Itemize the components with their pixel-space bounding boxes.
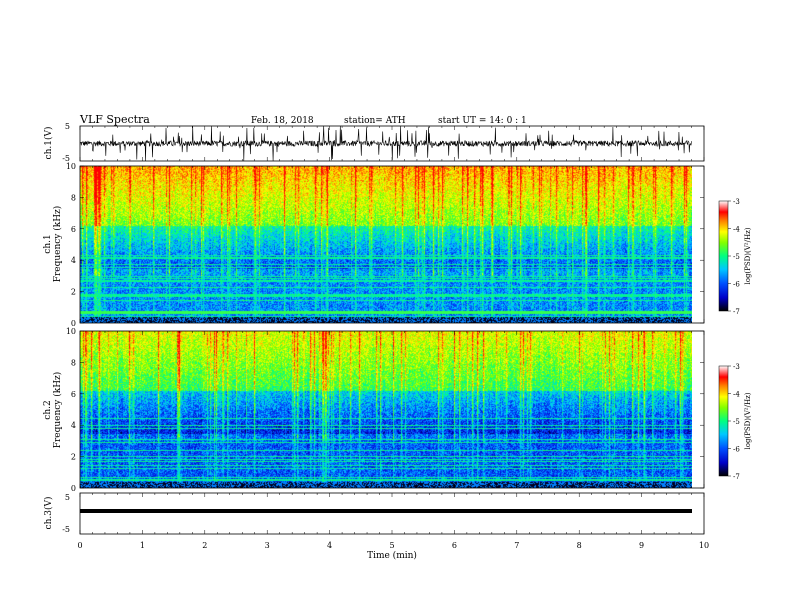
freq-tick-label: 10 bbox=[66, 162, 76, 171]
ch1-spec-yticks: 0 2 4 6 8 10 bbox=[66, 162, 704, 328]
freq-tick-label: 2 bbox=[71, 288, 76, 297]
start-time-label: start UT = 14: 0 : 1 bbox=[438, 116, 527, 126]
time-tick-label: 5 bbox=[389, 541, 394, 550]
time-tick-label: 3 bbox=[265, 541, 270, 550]
freq-tick-label: 2 bbox=[71, 453, 76, 462]
ch2-spectrogram bbox=[80, 331, 692, 488]
time-tick-label: 8 bbox=[577, 541, 582, 550]
colorbar-tick-label: -5 bbox=[733, 418, 740, 426]
colorbar-tick-label: -4 bbox=[733, 226, 740, 234]
freq-tick-label: 6 bbox=[71, 390, 76, 399]
freq-tick-label: 8 bbox=[71, 358, 76, 367]
ch1-ytick-top: 5 bbox=[65, 122, 70, 131]
ch3-ytick-bottom: -5 bbox=[62, 525, 70, 534]
ch1-spec-ylabel-channel: ch.1 bbox=[43, 234, 53, 253]
time-tick-label: 2 bbox=[202, 541, 207, 550]
time-tick-label: 6 bbox=[452, 541, 457, 550]
time-tick-label: 9 bbox=[639, 541, 644, 550]
freq-tick-label: 0 bbox=[71, 484, 76, 493]
colorbar-tick-label: -7 bbox=[733, 473, 740, 481]
time-tick-label: 10 bbox=[699, 541, 709, 550]
colorbar-tick-label: -6 bbox=[733, 446, 740, 454]
ch1-voltage-ylabel: ch.1(V) bbox=[43, 127, 54, 160]
ch1-ytick-bottom: -5 bbox=[62, 154, 70, 163]
time-axis-tick-labels: 0 1 2 3 4 5 6 7 8 9 10 bbox=[77, 541, 709, 550]
freq-tick-label: 6 bbox=[71, 225, 76, 234]
ch1-voltage-panel: ch.1(V) 5 -5 bbox=[43, 122, 705, 163]
ch3-voltage-trace bbox=[80, 509, 692, 513]
ch2-spec-xticks bbox=[79, 331, 705, 488]
ch2-colorbar-label: log(PSD)(V²/Hz) bbox=[744, 392, 752, 449]
ch1-voltage-trace bbox=[79, 125, 692, 162]
ch2-colorbar-ticks: -3 -4 -5 -6 -7 bbox=[728, 363, 740, 481]
time-axis-label: Time (min) bbox=[367, 550, 417, 561]
ch1-spectrogram bbox=[80, 166, 692, 323]
ch2-spec-ylabel-frequency: Frequency (kHz) bbox=[52, 372, 63, 449]
time-tick-label: 0 bbox=[77, 541, 82, 550]
colorbar-tick-label: -7 bbox=[733, 308, 740, 316]
time-tick-label: 1 bbox=[140, 541, 145, 550]
ch1-colorbar-label: log(PSD)(V²/Hz) bbox=[744, 227, 752, 284]
spectrogram-image bbox=[80, 331, 692, 488]
spectrogram-image bbox=[80, 166, 692, 323]
ch1-voltage-xticks bbox=[79, 126, 705, 161]
time-tick-label: 7 bbox=[514, 541, 519, 550]
freq-tick-label: 4 bbox=[71, 256, 76, 265]
colorbar-tick-label: -3 bbox=[733, 198, 740, 206]
ch2-colorbar: -3 -4 -5 -6 -7 log(PSD)(V²/Hz) bbox=[718, 363, 752, 481]
freq-tick-label: 0 bbox=[71, 319, 76, 328]
colorbar-tick-label: -3 bbox=[733, 363, 740, 371]
colorbar-tick-label: -4 bbox=[733, 391, 740, 399]
ch1-colorbar-ticks: -3 -4 -5 -6 -7 bbox=[728, 198, 740, 316]
freq-tick-label: 10 bbox=[66, 327, 76, 336]
ch1-spec-xticks bbox=[79, 166, 705, 323]
colorbar-tick-label: -5 bbox=[733, 253, 740, 261]
ch1-spectrogram-panel: ch.1 Frequency (kHz) 0 2 4 6 8 10 bbox=[43, 162, 705, 328]
ch1-colorbar: -3 -4 -5 -6 -7 log(PSD)(V²/Hz) bbox=[718, 198, 752, 316]
ch2-spec-yticks: 0 2 4 6 8 10 bbox=[66, 327, 704, 493]
ch2-spec-ylabel-channel: ch.2 bbox=[43, 400, 53, 419]
freq-tick-label: 8 bbox=[71, 193, 76, 202]
ch1-spec-ylabel-frequency: Frequency (kHz) bbox=[52, 206, 63, 283]
colorbar-tick-label: -6 bbox=[733, 281, 740, 289]
station-label: station= ATH bbox=[344, 116, 406, 126]
time-tick-label: 4 bbox=[327, 541, 332, 550]
ch3-voltage-panel: ch.3(V) 5 -5 bbox=[43, 492, 705, 535]
date-label: Feb. 18, 2018 bbox=[251, 116, 314, 126]
ch2-spectrogram-panel: ch.2 Frequency (kHz) 0 2 4 6 8 10 bbox=[43, 327, 705, 493]
ch3-voltage-ylabel: ch.3(V) bbox=[43, 497, 54, 530]
freq-tick-label: 4 bbox=[71, 421, 76, 430]
figure-title: VLF Spectra bbox=[79, 113, 150, 126]
ch3-ytick-top: 5 bbox=[65, 493, 70, 502]
ch3-voltage-xticks bbox=[79, 493, 705, 534]
